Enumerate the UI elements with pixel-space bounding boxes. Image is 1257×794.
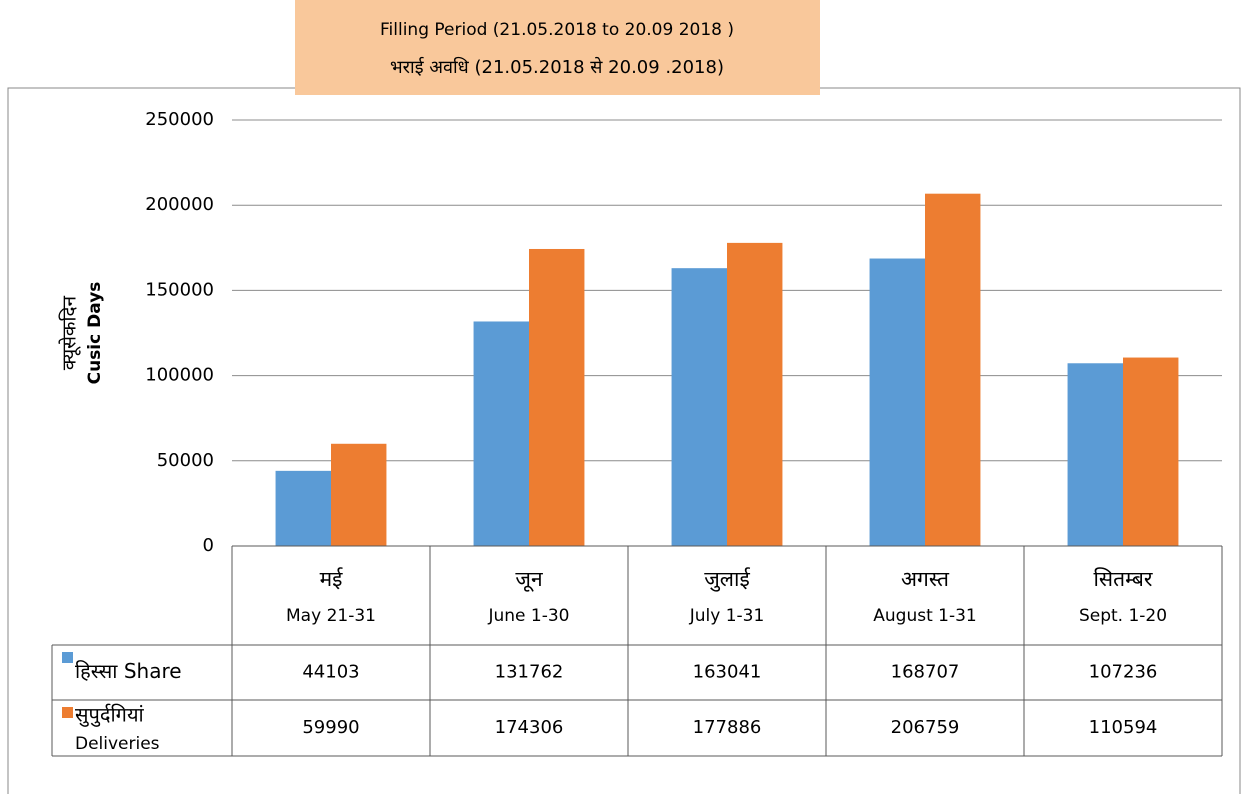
table-value: 206759 <box>891 717 960 738</box>
bar <box>671 268 727 546</box>
table-value: 174306 <box>495 717 564 738</box>
table-value: 110594 <box>1089 717 1158 738</box>
x-tick-label: जून <box>515 567 543 592</box>
bar <box>275 470 331 546</box>
y-tick-label: 250000 <box>145 109 214 130</box>
bar <box>727 242 783 546</box>
x-tick-label: July 1-31 <box>689 606 765 626</box>
y-tick-label: 100000 <box>145 365 214 386</box>
bar <box>529 248 585 546</box>
legend-label: Deliveries <box>75 734 160 754</box>
table-value: 44103 <box>302 662 359 683</box>
y-axis-label: Cusic Days <box>85 282 105 385</box>
chart-subtitle: भराई अवधि (21.05.2018 से 20.09 .2018) <box>390 56 724 78</box>
y-tick-label: 150000 <box>145 279 214 300</box>
x-tick-label: अगस्त <box>901 567 950 591</box>
legend-label: सुपुर्दगियां <box>75 703 145 728</box>
x-tick-label: May 21-31 <box>286 606 376 626</box>
bar <box>1123 357 1179 546</box>
table-value: 131762 <box>495 662 564 683</box>
y-tick-label: 50000 <box>157 450 214 471</box>
y-tick-label: 200000 <box>145 194 214 215</box>
chart-title: Filling Period (21.05.2018 to 20.09 2018… <box>380 20 734 40</box>
title-box <box>295 0 820 95</box>
x-tick-label: मई <box>320 567 344 591</box>
table-value: 107236 <box>1089 662 1158 683</box>
table-value: 168707 <box>891 662 960 683</box>
y-axis-label: क्यूसेकदिन <box>58 295 82 370</box>
x-tick-label: August 1-31 <box>873 606 976 626</box>
x-tick-label: Sept. 1-20 <box>1079 606 1167 626</box>
legend-label: हिस्सा Share <box>75 659 182 683</box>
bar <box>925 193 981 546</box>
table-value: 163041 <box>693 662 762 683</box>
y-tick-label: 0 <box>203 535 214 556</box>
legend-key <box>62 707 73 718</box>
legend-key <box>62 652 73 663</box>
bar <box>331 443 387 546</box>
bar <box>1067 363 1123 546</box>
bar <box>473 321 529 546</box>
bar <box>869 258 925 546</box>
x-tick-label: जुलाई <box>704 567 751 592</box>
table-value: 59990 <box>302 717 359 738</box>
x-tick-label: June 1-30 <box>487 606 569 626</box>
x-tick-label: सितम्बर <box>1093 567 1152 591</box>
table-value: 177886 <box>693 717 762 738</box>
